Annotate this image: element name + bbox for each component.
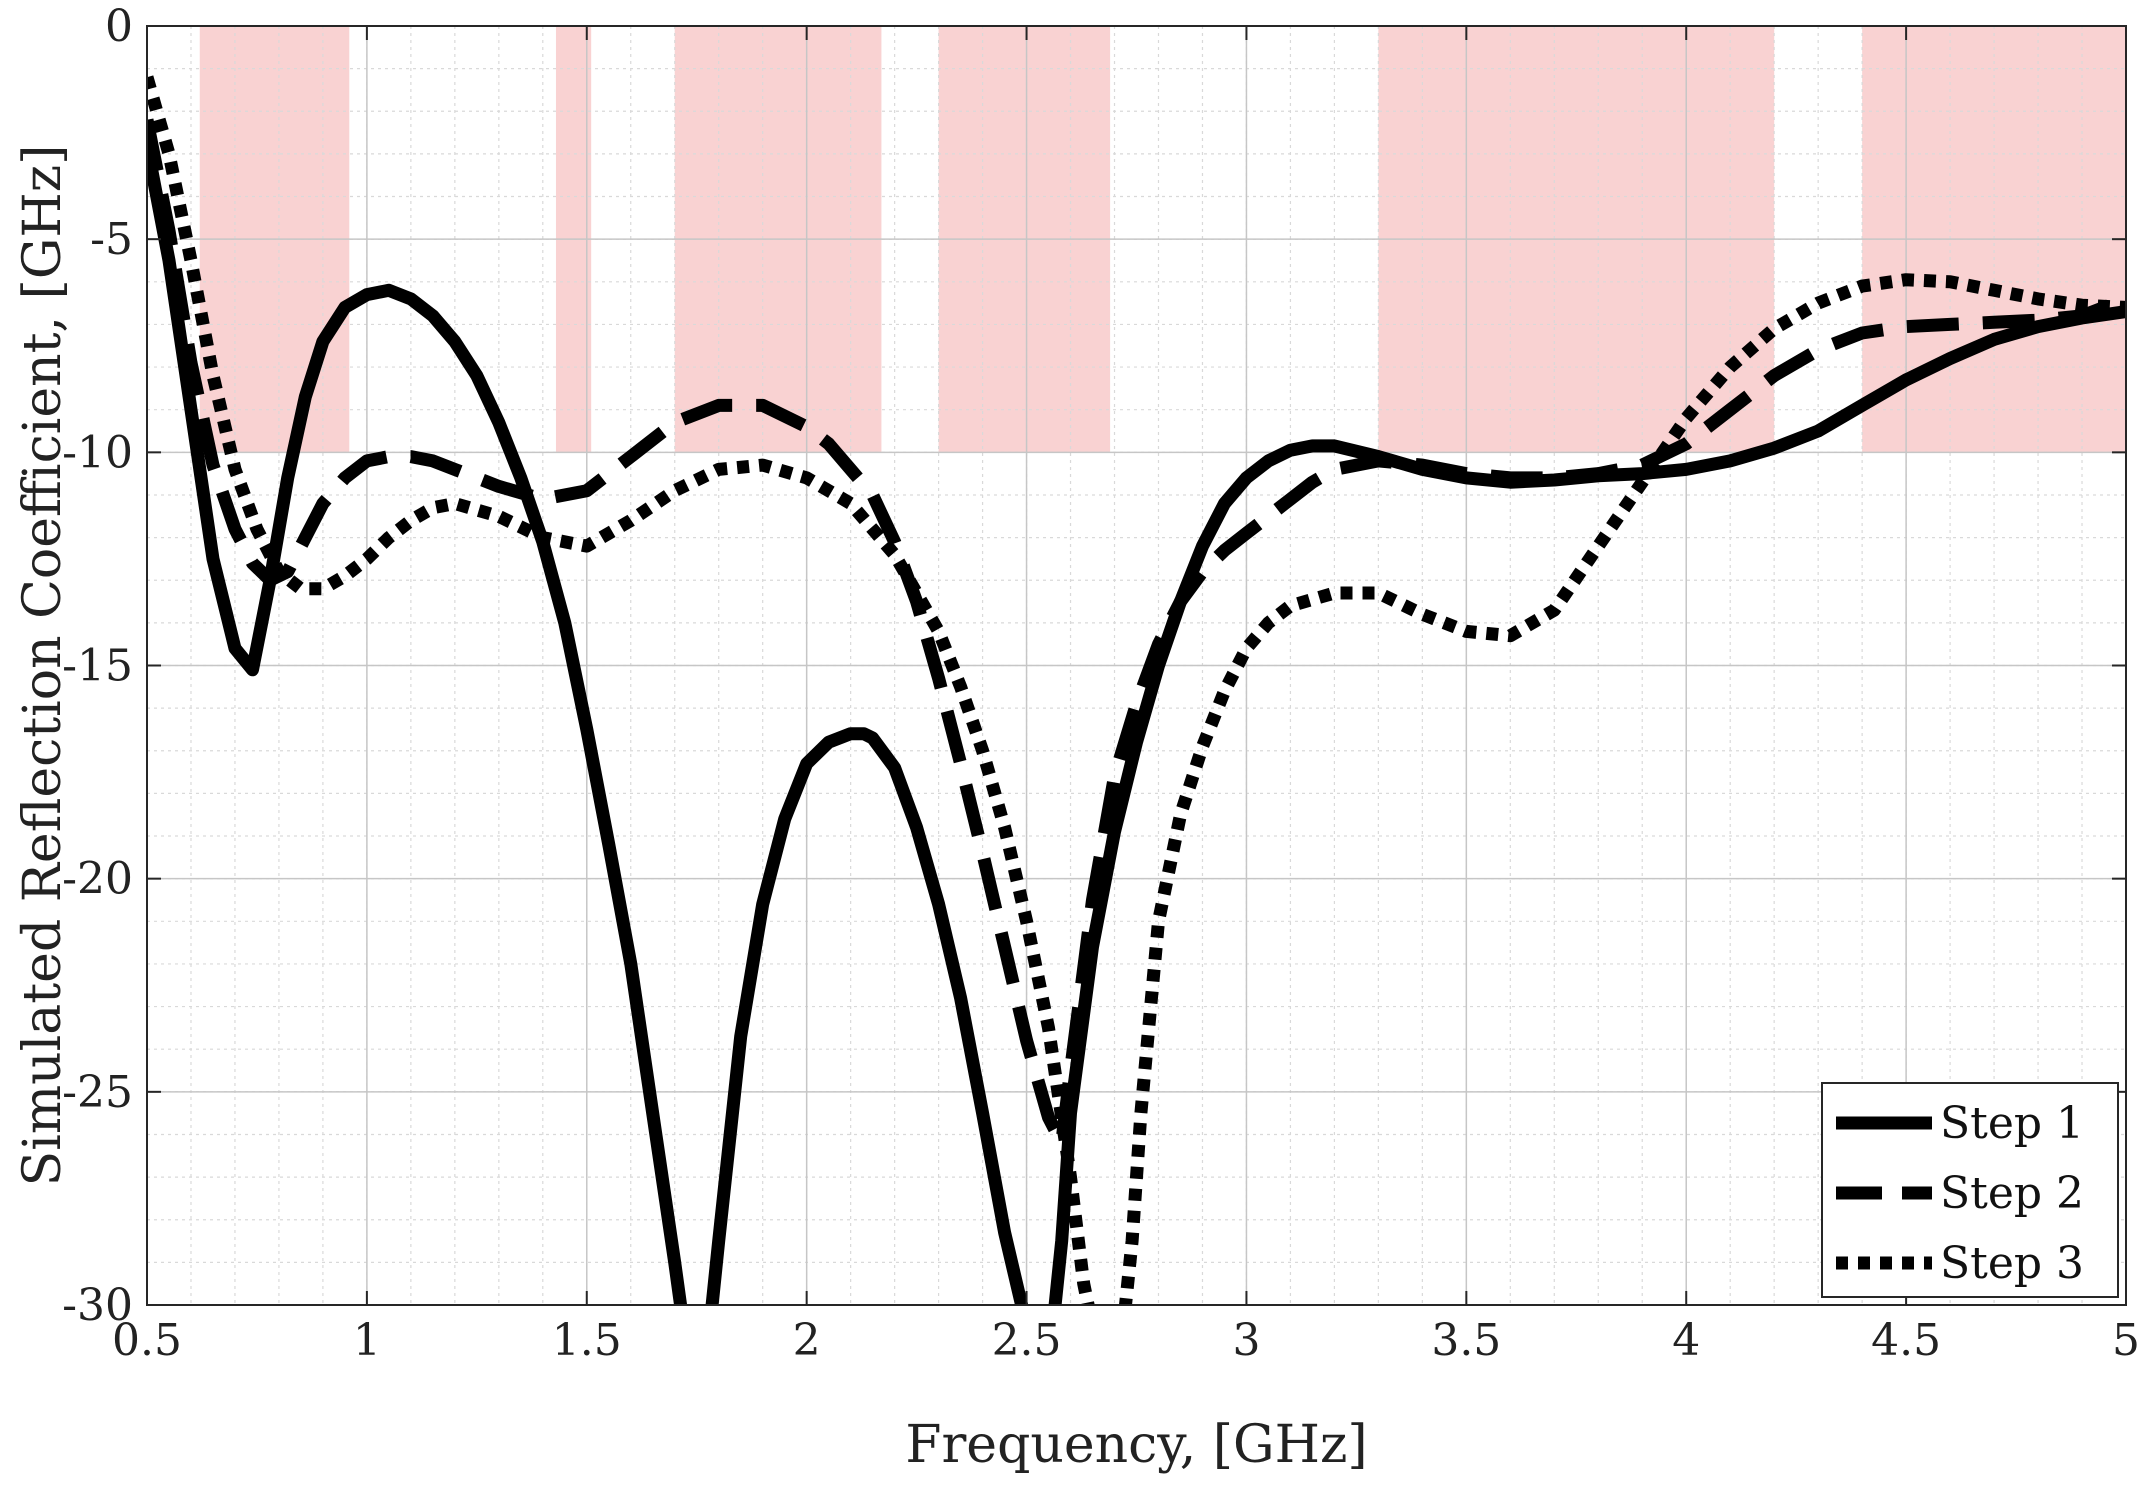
series-lines (147, 75, 2126, 1305)
legend-label: Step 2 (1940, 1168, 2084, 1219)
x-tick-label: 0.5 (112, 1315, 182, 1366)
y-tick-label: -10 (62, 427, 133, 478)
axis-ticks (146, 25, 2127, 1306)
y-tick-label: 0 (105, 1, 133, 52)
x-tick-label: 2 (793, 1315, 821, 1366)
series-line-step-2 (147, 118, 2126, 1150)
x-axis-title: Frequency, [GHz] (905, 1415, 1367, 1475)
y-tick-labels: 0 -5 -10 -15 -20 -25 -30 (62, 1, 133, 1331)
x-tick-label: 1 (353, 1315, 381, 1366)
y-tick-label: -5 (90, 214, 133, 265)
y-tick-label: -15 (62, 641, 133, 692)
legend-label: Step 3 (1940, 1238, 2084, 1289)
x-tick-label: 2.5 (992, 1315, 1062, 1366)
legend-label: Step 1 (1940, 1098, 2084, 1149)
legend: Step 1 Step 2 Step 3 (1821, 1082, 2119, 1298)
x-tick-label: 5 (2112, 1315, 2140, 1366)
y-tick-label: -25 (62, 1067, 133, 1118)
x-tick-label: 4.5 (1871, 1315, 1941, 1366)
y-tick-label: -20 (62, 854, 133, 905)
y-tick-label: -30 (62, 1280, 133, 1331)
x-tick-label: 3 (1232, 1315, 1260, 1366)
x-tick-label: 3.5 (1431, 1315, 1501, 1366)
x-tick-label: 1.5 (552, 1315, 622, 1366)
series-line-step-3 (147, 75, 2126, 1305)
x-tick-labels: 0.5 1 1.5 2 2.5 3 3.5 4 4.5 5 (112, 1315, 2140, 1366)
y-axis-title: Simulated Reflection Coefficient, [GHz] (13, 145, 73, 1187)
x-tick-label: 4 (1672, 1315, 1700, 1366)
